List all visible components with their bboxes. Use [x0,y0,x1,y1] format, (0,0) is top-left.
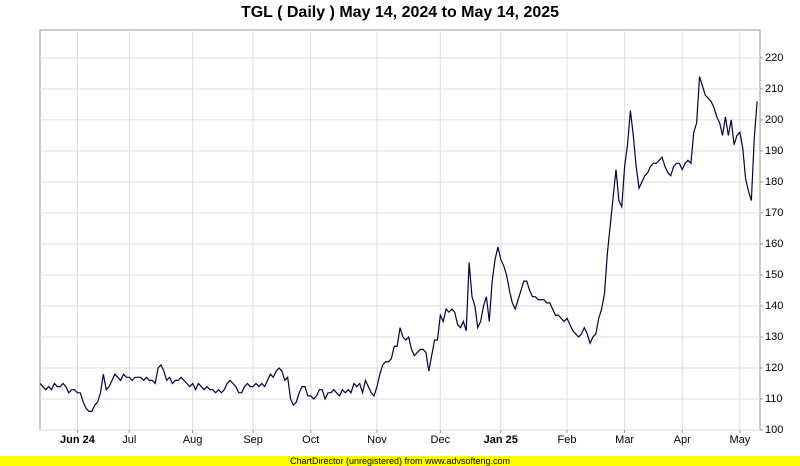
y-tick-label: 180 [765,176,783,188]
y-tick-label: 110 [765,393,783,405]
x-tick-label: Sep [243,434,263,446]
price-line [39,76,758,412]
y-tick-label: 160 [765,238,783,250]
y-tick-label: 210 [765,83,783,95]
y-tick-label: 120 [765,362,783,374]
y-tick-label: 130 [765,331,783,343]
y-tick-label: 220 [765,52,783,64]
chart-title: TGL ( Daily ) May 14, 2024 to May 14, 20… [241,4,559,21]
x-tick-label: Apr [674,434,691,446]
x-tick-label: Jul [122,434,136,446]
x-tick-label: Oct [302,434,319,446]
footer: ChartDirector (unregistered) from www.ad… [290,456,510,466]
footer-bar [0,456,800,466]
y-tick-label: 150 [765,269,783,281]
y-tick-label: 200 [765,114,783,126]
x-tick-label: Jun 24 [60,434,96,446]
x-tick-label: Mar [615,434,634,446]
x-tick-label: May [729,434,750,446]
plot-area [39,29,761,431]
x-tick-label: Aug [183,434,203,446]
y-tick-label: 100 [765,424,783,436]
series [39,76,758,412]
y-tick-label: 190 [765,145,783,157]
x-tick-label: Dec [431,434,451,446]
x-tick-label: Feb [558,434,577,446]
grid [40,30,763,433]
x-tick-label: Jan 25 [484,434,518,446]
x-tick-label: Nov [367,434,387,446]
y-tick-label: 140 [765,300,783,312]
y-tick-label: 170 [765,207,783,219]
